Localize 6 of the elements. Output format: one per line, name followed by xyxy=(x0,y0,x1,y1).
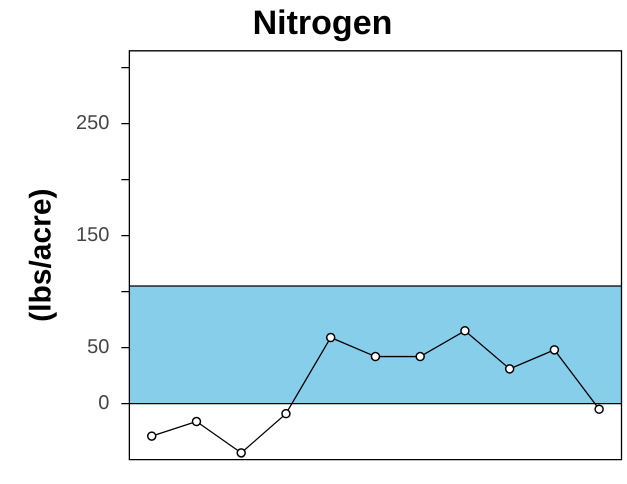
y-tick-label: 250 xyxy=(76,112,110,134)
y-axis-title: (lbs/acre) xyxy=(24,188,58,322)
chart-title: Nitrogen xyxy=(252,4,392,42)
y-tick-label: 50 xyxy=(87,336,110,358)
y-tick-label: 0 xyxy=(98,392,110,414)
y-tick-label: 150 xyxy=(76,224,110,246)
